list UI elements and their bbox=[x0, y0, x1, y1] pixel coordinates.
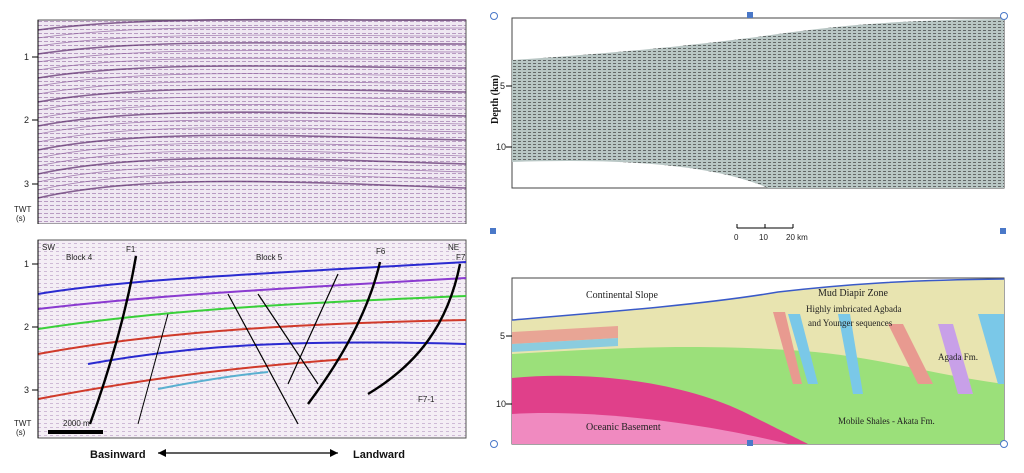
seismic-image-a bbox=[37, 19, 467, 225]
horizon-purple bbox=[37, 277, 467, 310]
selection-handle[interactable] bbox=[747, 440, 753, 446]
tick-c-5: 5 bbox=[500, 81, 505, 91]
reflector-line bbox=[37, 150, 467, 167]
reflector-line bbox=[37, 50, 467, 63]
scale-tick-0: 0 bbox=[734, 233, 739, 242]
label-sw: SW bbox=[42, 243, 55, 252]
scale-bar-label: 2000 m bbox=[63, 419, 90, 428]
label-mud-diapir-zone: Mud Diapir Zone bbox=[818, 288, 889, 299]
reflector-line bbox=[37, 157, 467, 175]
depth-axis-label: Depth (km) bbox=[490, 75, 501, 124]
tick-d-10: 10 bbox=[496, 399, 506, 409]
scale-bar-b bbox=[48, 430, 103, 434]
reflector-line bbox=[37, 88, 467, 103]
reflectors-a bbox=[37, 18, 467, 199]
reflector-line bbox=[37, 119, 467, 135]
reflector-line bbox=[37, 57, 467, 71]
geologic-cross-section: 5 10 Continental Slope Mud Diapir Zone H… bbox=[488, 274, 1018, 468]
fault-f1 bbox=[88, 255, 138, 425]
fault-f7 bbox=[367, 263, 462, 396]
label-agbada-2: and Younger sequences bbox=[808, 318, 893, 328]
tick-c-10: 10 bbox=[496, 142, 506, 152]
label-fault-f1: F1 bbox=[126, 245, 136, 254]
fault-minor-1 bbox=[227, 293, 299, 425]
selection-handle[interactable] bbox=[490, 12, 498, 20]
reflector-line bbox=[37, 41, 467, 55]
seismic-panel-b-svg: SW NE Block 4 Block 5 F1 F6 F7 F7-1 2000… bbox=[14, 239, 467, 461]
reflector-line bbox=[37, 127, 467, 143]
twt-label-a-2: (s) bbox=[16, 214, 26, 223]
reflector-line bbox=[37, 180, 467, 199]
twt-label-b-1: TWT bbox=[14, 419, 31, 428]
horizon-cyan bbox=[157, 371, 269, 390]
selection-handle[interactable] bbox=[1000, 440, 1008, 448]
tick-a-3: 3 bbox=[24, 179, 29, 189]
geologic-section-svg: 5 10 Continental Slope Mud Diapir Zone H… bbox=[496, 277, 1005, 445]
label-fault-f7: F7 bbox=[456, 253, 466, 262]
horizon-blue-lower bbox=[87, 341, 467, 365]
scale-tick-20: 20 km bbox=[786, 233, 808, 242]
selection-handle[interactable] bbox=[747, 12, 753, 18]
fault-minor-4 bbox=[137, 313, 169, 425]
twt-label-a-1: TWT bbox=[14, 205, 31, 214]
selection-handle[interactable] bbox=[490, 228, 496, 234]
reflector-line bbox=[37, 18, 467, 31]
seafloor-line bbox=[511, 278, 1005, 321]
label-landward: Landward bbox=[353, 449, 405, 461]
selection-handle[interactable] bbox=[1000, 228, 1006, 234]
reflector-line bbox=[37, 165, 467, 183]
reflector-line bbox=[37, 134, 467, 151]
label-block-5: Block 5 bbox=[256, 253, 283, 262]
horizon-blue-top bbox=[37, 261, 467, 295]
horizon-red-lower bbox=[37, 358, 349, 400]
selection-handle[interactable] bbox=[490, 440, 498, 448]
label-fault-f7-1: F7-1 bbox=[418, 395, 435, 404]
twt-label-b-2: (s) bbox=[16, 428, 26, 437]
label-block-4: Block 4 bbox=[66, 253, 93, 262]
reflector-line bbox=[37, 73, 467, 87]
horizon-red-upper bbox=[37, 319, 467, 355]
label-agbada-1: Highly imbricated Agbada bbox=[806, 304, 901, 314]
fault-f6 bbox=[307, 261, 382, 405]
reflector-line bbox=[37, 65, 467, 79]
tick-b-1: 1 bbox=[24, 259, 29, 269]
tick-a-2: 2 bbox=[24, 115, 29, 125]
label-oceanic-basement: Oceanic Basement bbox=[586, 422, 661, 433]
label-continental-slope: Continental Slope bbox=[586, 290, 659, 301]
depth-seismic-image bbox=[512, 19, 1004, 188]
reflector-line bbox=[37, 173, 467, 191]
reflector-line bbox=[37, 104, 467, 119]
tick-d-5: 5 bbox=[500, 331, 505, 341]
seismic-panel-interpreted: SW NE Block 4 Block 5 F1 F6 F7 F7-1 2000… bbox=[8, 234, 468, 468]
tick-b-3: 3 bbox=[24, 385, 29, 395]
arrow-head-left bbox=[158, 449, 166, 457]
label-fault-f6: F6 bbox=[376, 247, 386, 256]
seismic-panel-uninterpreted: 1 2 3 TWT (s) bbox=[8, 12, 468, 225]
reflector-line bbox=[37, 26, 467, 39]
fault-minor-3 bbox=[287, 273, 339, 385]
horizon-green bbox=[37, 295, 467, 330]
tick-a-1: 1 bbox=[24, 52, 29, 62]
depth-seismic-svg: Depth (km) 5 10 0 10 20 km bbox=[490, 17, 1005, 242]
reflector-line bbox=[37, 111, 467, 127]
label-akata-shales: Mobile Shales - Akata Fm. bbox=[838, 416, 935, 426]
label-basinward: Basinward bbox=[90, 449, 146, 461]
seismic-panel-a-svg: 1 2 3 TWT (s) bbox=[14, 18, 467, 225]
reflector-line bbox=[37, 80, 467, 95]
twt-axis-a: 1 2 3 TWT (s) bbox=[14, 52, 38, 223]
arrow-head-right bbox=[330, 449, 338, 457]
reflector-line bbox=[37, 34, 467, 47]
label-agada-fm: Agada Fm. bbox=[938, 352, 978, 362]
oceanic-basement-lower bbox=[512, 413, 788, 444]
reflector-line bbox=[37, 96, 467, 111]
fault-minor-2 bbox=[257, 293, 319, 385]
reflector-line bbox=[37, 142, 467, 159]
label-ne: NE bbox=[448, 243, 459, 252]
scale-tick-10: 10 bbox=[759, 233, 768, 242]
tick-b-2: 2 bbox=[24, 322, 29, 332]
selection-handle[interactable] bbox=[1000, 12, 1008, 20]
depth-seismic-panel: Depth (km) 5 10 0 10 20 km bbox=[488, 14, 1018, 244]
